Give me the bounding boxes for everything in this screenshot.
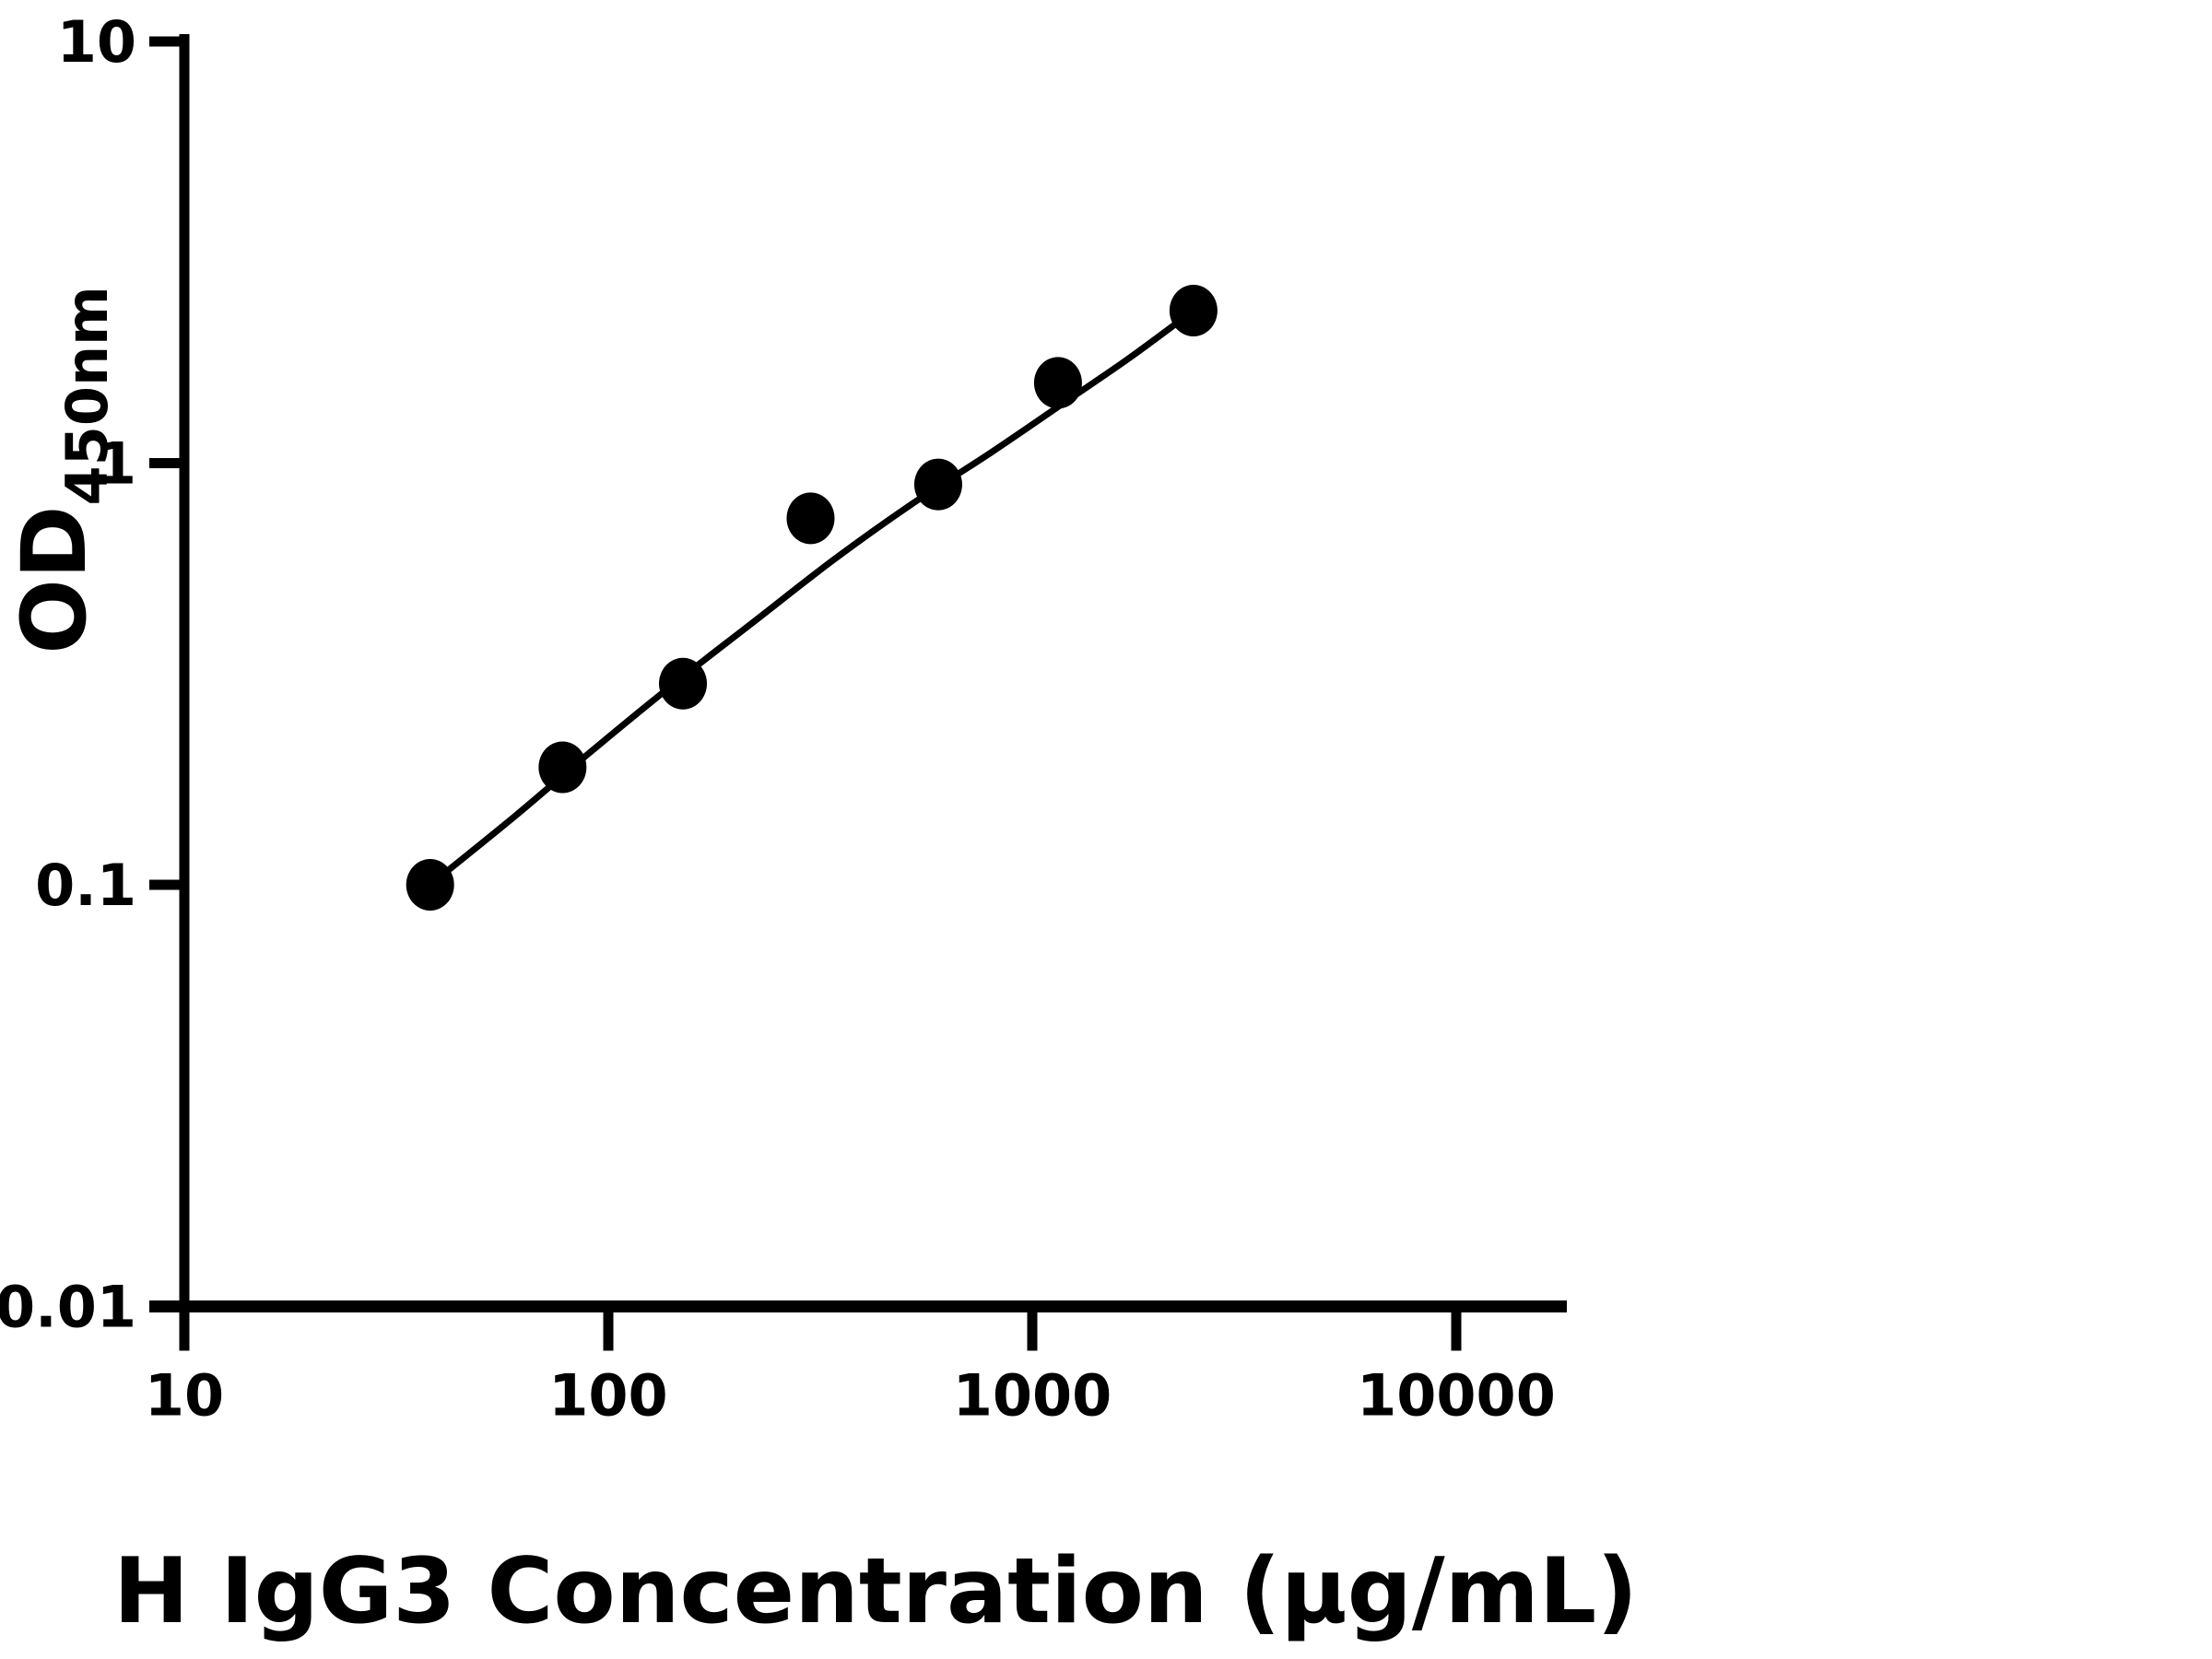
data-point-marker [1169, 285, 1218, 337]
y-axis-title: OD450nm [3, 286, 121, 653]
svg-text:OD450nm: OD450nm [3, 286, 121, 653]
fit-curve [428, 308, 1195, 888]
data-point-marker [786, 492, 835, 545]
data-point-marker [538, 741, 587, 794]
y-axis-title-main: OD [3, 505, 106, 653]
y-axis-tick-label: 10 [57, 8, 136, 76]
y-axis-tick-label: 1 [97, 430, 136, 498]
y-axis-title-subscript: 450nm [53, 286, 121, 505]
data-point-marker [1033, 357, 1082, 409]
x-axis-tick-label: 10 [145, 1362, 224, 1430]
x-axis-tick-label: 1000 [953, 1362, 1112, 1430]
data-point-marker [406, 859, 454, 911]
y-axis-tick-label: 0.1 [35, 852, 136, 919]
x-axis-tick-label: 10000 [1357, 1362, 1556, 1430]
data-point-marker [913, 458, 962, 511]
x-axis-tick-label: 100 [548, 1362, 667, 1430]
data-point-marker [659, 657, 708, 710]
y-axis-tick-label: 0.01 [0, 1274, 136, 1341]
x-axis-title: H IgG3 Concentration (µg/mL) [113, 1539, 1638, 1644]
